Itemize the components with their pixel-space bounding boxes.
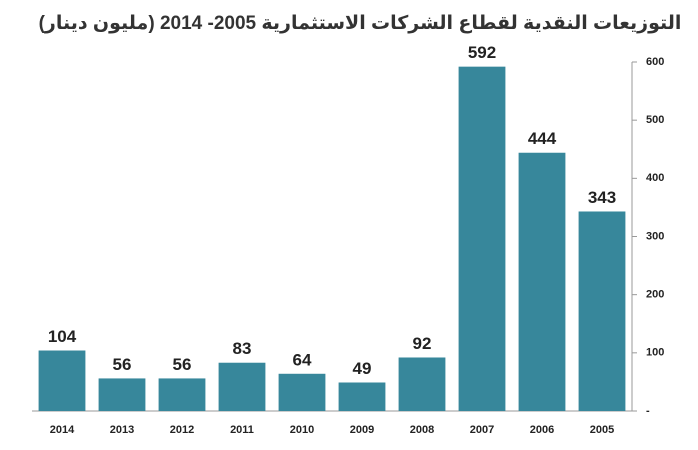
y-tick-label: 200	[646, 289, 664, 301]
x-tick-label: 2005	[590, 424, 614, 436]
value-label: 444	[528, 129, 557, 148]
value-label: 92	[413, 334, 432, 353]
value-label: 592	[468, 43, 496, 62]
bar	[578, 211, 626, 411]
value-label: 64	[293, 350, 312, 369]
x-tick-label: 2009	[350, 424, 374, 436]
chart-title: التوزيعات النقدية لقطاع الشركات الاستثما…	[39, 13, 682, 34]
x-tick-label: 2011	[230, 424, 254, 436]
x-tick-label: 2012	[170, 424, 194, 436]
y-tick-label: 600	[646, 56, 664, 68]
bar	[518, 152, 566, 412]
x-tick-label: 2014	[50, 424, 75, 436]
bar	[398, 357, 446, 411]
bar	[278, 373, 326, 411]
value-label: 56	[113, 355, 132, 374]
y-tick-label: -	[646, 405, 650, 417]
bar	[458, 66, 506, 412]
value-label: 49	[353, 359, 372, 378]
value-label: 83	[233, 339, 252, 358]
y-tick-label: 100	[646, 347, 664, 359]
y-tick-label: 400	[646, 172, 664, 184]
bar	[98, 378, 146, 411]
x-tick-label: 2013	[110, 424, 134, 436]
x-tick-label: 2007	[470, 424, 494, 436]
bar	[338, 382, 386, 411]
x-tick-label: 2010	[290, 424, 314, 436]
y-tick-label: 500	[646, 114, 664, 126]
x-tick-label: 2008	[410, 424, 434, 436]
bar	[218, 362, 266, 411]
y-tick-label: 300	[646, 230, 664, 242]
bar	[158, 378, 206, 411]
value-label: 343	[588, 188, 616, 207]
bar	[38, 350, 86, 411]
value-label: 104	[48, 327, 77, 346]
value-label: 56	[173, 355, 192, 374]
x-tick-label: 2006	[530, 424, 554, 436]
